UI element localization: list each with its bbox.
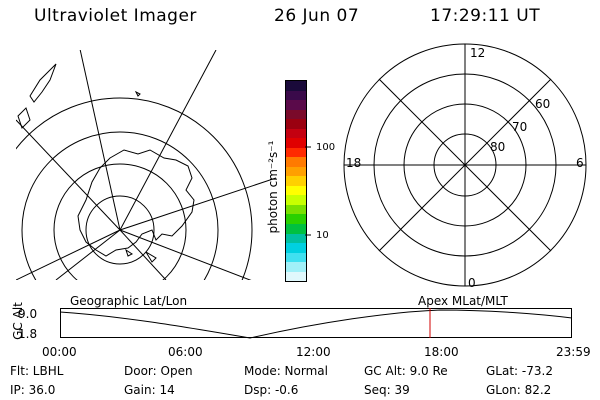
colorbar-segment <box>286 243 306 253</box>
lon-line <box>119 229 252 280</box>
altitude-curve <box>59 309 573 339</box>
mode-info: Mode: Normal <box>244 364 328 378</box>
lon-line <box>119 50 217 231</box>
colorbar-segment <box>286 195 306 205</box>
lat-circle <box>85 195 155 265</box>
colorbar-segment <box>286 214 306 224</box>
date-label: 26 Jun 07 <box>274 6 360 26</box>
geo-panel-label: Geographic Lat/Lon <box>70 294 188 308</box>
colorbar-segment <box>286 204 306 215</box>
colorbar-segment <box>286 166 306 177</box>
gain-info: Gain: 14 <box>124 383 175 397</box>
mlat-label-60: 60 <box>535 97 551 111</box>
coastline-fragment <box>125 248 133 257</box>
mlt-line <box>378 78 552 252</box>
colorbar-tick-label: 10 <box>316 230 329 241</box>
door-info: Door: Open <box>124 364 193 378</box>
mlt-label-0: 0 <box>468 276 476 290</box>
colorbar-segment <box>286 119 306 129</box>
coastline-fragment <box>17 107 31 129</box>
orbit-x-tick: 23:59 <box>556 345 591 359</box>
colorbar-tick-label: 100 <box>316 142 336 153</box>
lon-line <box>55 229 121 280</box>
colorbar-segment <box>286 90 306 101</box>
colorbar-ticks <box>305 146 311 236</box>
antarctica-coastline <box>77 149 195 257</box>
dsp-info: Dsp: -0.6 <box>244 383 299 397</box>
glat-info: GLat: -73.2 <box>486 364 553 378</box>
coastline-fragment <box>145 251 157 263</box>
coastline-fragment <box>29 63 57 103</box>
lon-line <box>16 119 121 231</box>
colorbar-segment <box>286 271 306 281</box>
colorbar-segment <box>286 147 306 158</box>
geographic-map <box>16 50 276 280</box>
colorbar <box>285 80 307 282</box>
colorbar-segment <box>286 100 306 110</box>
glon-info: GLon: 82.2 <box>486 383 552 397</box>
lat-circle <box>21 131 219 280</box>
lat-circle <box>16 97 253 280</box>
mlt-label-12: 12 <box>470 46 486 60</box>
lon-line <box>119 229 167 280</box>
colorbar-segment <box>286 223 306 234</box>
colorbar-segment <box>286 157 306 167</box>
polar-panel-label: Apex MLat/MLT <box>418 294 508 308</box>
coastline-fragment <box>134 90 141 97</box>
seq-info: Seq: 39 <box>364 383 410 397</box>
polar-plot <box>343 43 587 287</box>
orbit-y-tick: 1.8 <box>18 327 38 341</box>
time-label: 17:29:11 UT <box>430 6 541 26</box>
colorbar-segment <box>286 138 306 148</box>
orbit-x-tick: 00:00 <box>42 345 77 359</box>
colorbar-segment <box>286 81 306 91</box>
gc-alt-info: GC Alt: 9.0 Re <box>364 364 448 378</box>
orbit-y-tick: 9.0 <box>18 307 38 321</box>
mlat-label-70: 70 <box>512 120 528 134</box>
colorbar-segment <box>286 109 306 120</box>
colorbar-segment <box>286 262 306 272</box>
orbit-x-tick: 12:00 <box>296 345 331 359</box>
colorbar-segment <box>286 176 306 186</box>
lon-line <box>119 177 276 231</box>
lon-line <box>79 50 121 231</box>
orbit-altitude-plot <box>59 308 573 339</box>
colorbar-segment <box>286 252 306 263</box>
instrument-title: Ultraviolet Imager <box>34 6 197 26</box>
filter-info: Flt: LBHL <box>10 364 64 378</box>
lon-line <box>16 229 121 280</box>
colorbar-segment <box>286 128 306 139</box>
colorbar-segment <box>286 185 306 196</box>
mlat-label-80: 80 <box>490 140 506 154</box>
mlt-label-6: 6 <box>576 156 584 170</box>
orbit-x-tick: 06:00 <box>168 345 203 359</box>
colorbar-unit-label: photon cm⁻²s⁻¹ <box>266 140 280 234</box>
colorbar-segment <box>286 233 306 244</box>
mlt-label-18: 18 <box>346 156 362 170</box>
ip-info: IP: 36.0 <box>10 383 56 397</box>
lat-circle <box>53 163 187 280</box>
orbit-x-tick: 18:00 <box>424 345 459 359</box>
